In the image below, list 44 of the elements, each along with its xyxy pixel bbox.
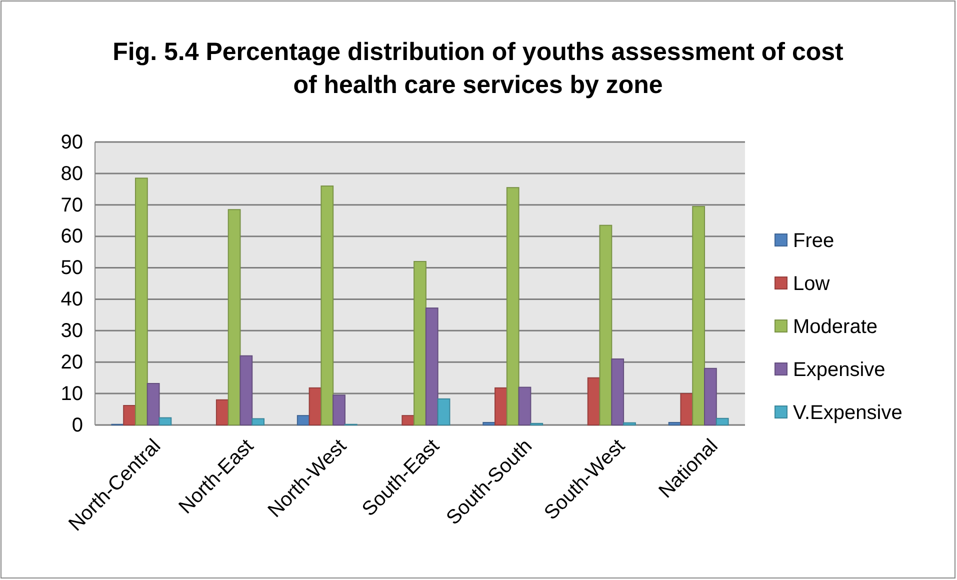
bar — [482, 422, 496, 426]
legend-label: Expensive — [793, 359, 886, 381]
bar — [494, 387, 508, 426]
bar — [332, 394, 346, 426]
bar — [704, 368, 717, 426]
y-tick-label: 60 — [60, 226, 83, 248]
bar — [611, 358, 624, 426]
bar — [228, 209, 241, 426]
bar — [134, 178, 148, 426]
bar — [716, 418, 729, 426]
bar — [158, 417, 172, 426]
bar — [216, 399, 229, 426]
bar — [518, 386, 532, 426]
legend-label: Low — [793, 273, 830, 295]
bar — [296, 415, 310, 426]
bar — [414, 260, 426, 426]
y-tick-label: 90 — [60, 131, 83, 154]
bar — [623, 422, 636, 426]
bar — [240, 355, 253, 426]
y-tick-label: 10 — [60, 382, 83, 405]
chart-title: Fig. 5.4 Percentage distribution of youths assessment of cost of health care services by zone — [112, 38, 844, 99]
y-tick-label: 0 — [72, 414, 83, 436]
bar — [599, 224, 612, 426]
legend-label: V.Expensive — [793, 402, 902, 424]
bar — [680, 393, 694, 426]
bar — [692, 206, 706, 426]
bar — [437, 398, 450, 426]
bar — [252, 418, 264, 426]
bar — [146, 382, 160, 426]
bar — [425, 308, 438, 426]
bar — [123, 405, 136, 426]
y-tick-label: 30 — [60, 320, 83, 342]
bar — [587, 377, 600, 426]
bar — [506, 187, 520, 426]
y-tick-label: 80 — [60, 162, 83, 185]
bar — [320, 186, 334, 426]
y-tick-label: 20 — [60, 352, 83, 374]
y-tick-label: 70 — [60, 194, 83, 216]
y-tick-label: 40 — [60, 288, 83, 311]
bar — [402, 415, 415, 426]
legend-label: Moderate — [793, 316, 878, 338]
legend-label: Free — [793, 230, 834, 252]
y-tick-label: 50 — [60, 257, 83, 280]
bar — [668, 422, 682, 426]
